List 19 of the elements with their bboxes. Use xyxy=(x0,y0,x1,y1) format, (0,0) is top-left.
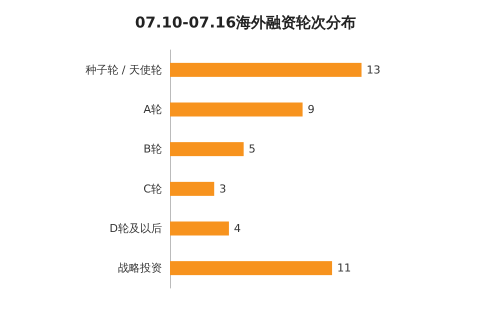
bar xyxy=(170,62,362,77)
bar xyxy=(170,222,229,236)
data-label: 9 xyxy=(308,103,315,116)
bar xyxy=(170,102,303,116)
data-label: 11 xyxy=(337,262,352,275)
data-label: 13 xyxy=(366,63,381,76)
bar xyxy=(170,142,244,156)
bar xyxy=(170,261,332,276)
y-tick-label: A轮 xyxy=(143,103,162,116)
data-label: 4 xyxy=(234,222,241,235)
y-tick-label: C轮 xyxy=(143,182,162,196)
chart-title: 07.10-07.16海外融资轮次分布 xyxy=(134,14,356,32)
bar xyxy=(170,182,214,196)
y-tick-label: D轮及以后 xyxy=(110,222,162,235)
data-label: 3 xyxy=(219,182,226,196)
y-tick-label: B轮 xyxy=(143,142,162,156)
y-tick-label: 战略投资 xyxy=(118,262,162,275)
y-tick-label: 种子轮 / 天使轮 xyxy=(85,63,162,76)
data-label: 5 xyxy=(248,142,256,156)
